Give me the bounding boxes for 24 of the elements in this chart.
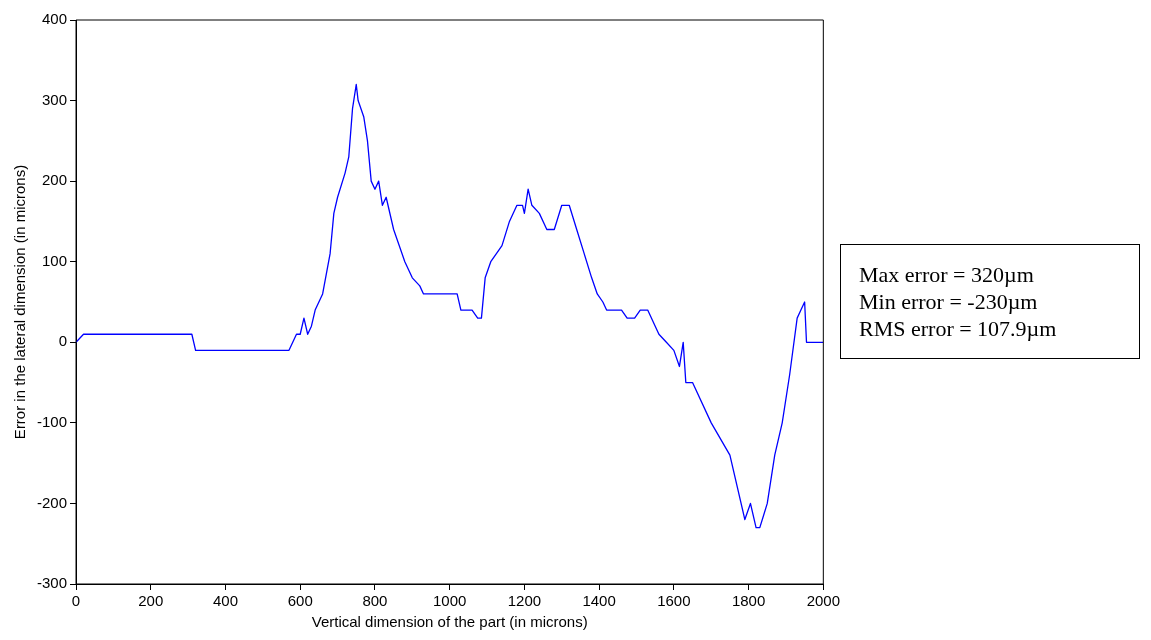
x-tick-label: 600 [287, 592, 313, 610]
text: Min error = -230µm [859, 288, 1039, 315]
y-axis-title: Error in the lateral dimension (in microns) [11, 164, 29, 440]
x-tick-label: 400 [212, 592, 238, 610]
y-tick-label: 400 [41, 10, 68, 28]
x-tick-label: 1000 [432, 592, 467, 610]
y-tick-label: -200 [36, 493, 68, 511]
x-tick-label: 2000 [806, 592, 840, 610]
text: RMS error = 107.9µm [859, 315, 1058, 342]
y-tick-label: -100 [36, 413, 68, 430]
x-tick-label: 1800 [731, 592, 766, 610]
x-tick-label: 200 [138, 592, 164, 610]
x-tick-label: 1600 [657, 592, 691, 610]
x-tick-label: 0 [71, 592, 81, 610]
y-tick-label: -300 [36, 574, 68, 592]
y-tick-label: 200 [41, 171, 68, 189]
text: Max error = 320µm [859, 261, 1035, 288]
y-tick-label: 100 [41, 251, 68, 269]
y-tick-label: 300 [41, 90, 68, 108]
y-tick-label: 0 [58, 332, 68, 350]
x-tick-label: 1400 [582, 592, 616, 610]
x-axis-title: Vertical dimension of the part (in microns) [311, 613, 588, 631]
x-tick-label: 800 [362, 592, 388, 610]
x-tick-label: 1200 [507, 592, 542, 610]
